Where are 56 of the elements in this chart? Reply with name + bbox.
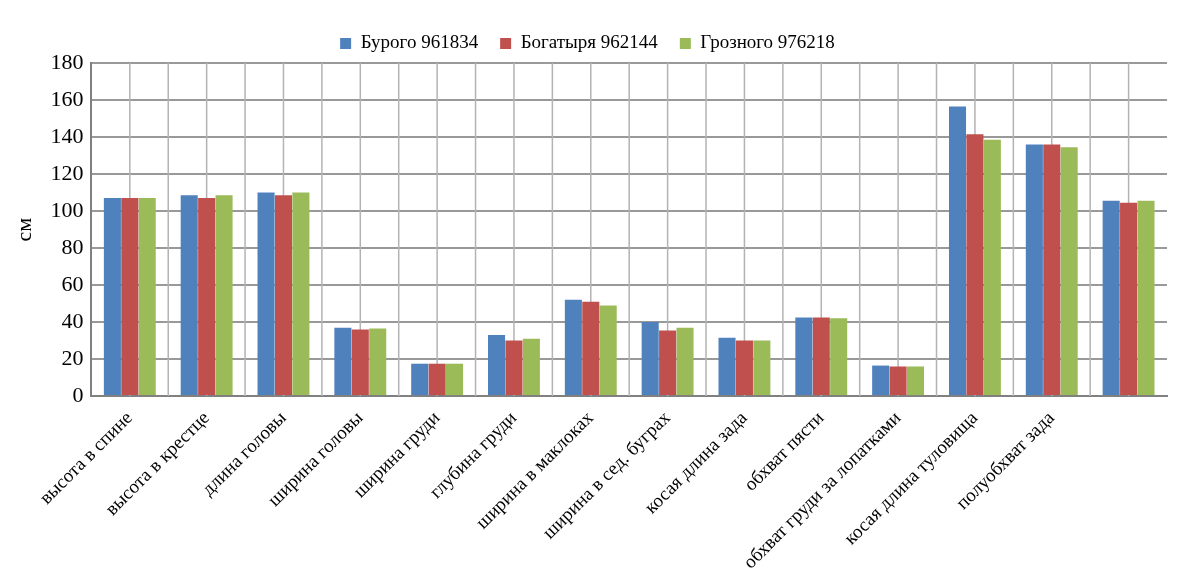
bar: [369, 328, 387, 396]
bar: [138, 198, 156, 396]
bar: [351, 329, 369, 396]
y-tick-label: 100: [50, 196, 84, 222]
bar: [659, 330, 677, 396]
bar: [1043, 144, 1061, 396]
y-tick-label: 180: [50, 48, 84, 74]
bar: [257, 192, 275, 396]
bar: [983, 139, 1001, 396]
y-tick-label: 60: [61, 270, 84, 296]
bar: [735, 340, 753, 396]
bar: [795, 317, 813, 396]
bar: [1060, 147, 1078, 396]
bar: [1025, 144, 1043, 396]
bar: [103, 198, 121, 396]
y-tick-label: 120: [50, 159, 84, 185]
bar: [488, 335, 506, 396]
legend-label: Бурого 961834: [360, 31, 479, 53]
bar: [1137, 200, 1155, 396]
bar: [948, 106, 967, 396]
bar: [812, 317, 830, 396]
bar: [582, 301, 600, 396]
y-tick-label: 160: [50, 85, 84, 111]
y-tick-label: 0: [72, 381, 84, 407]
bar: [522, 338, 540, 396]
bar: [505, 340, 523, 396]
bar: [215, 195, 233, 396]
bar: [966, 134, 984, 396]
bar: [718, 337, 736, 396]
bar: [564, 299, 582, 396]
y-tick-label: 40: [61, 307, 84, 333]
bar: [274, 195, 293, 396]
bar: [830, 318, 848, 396]
legend-label: Богатыря 962144: [520, 31, 659, 53]
bar: [753, 340, 771, 396]
legend-label: Грозного 976218: [700, 31, 835, 53]
bar: [1120, 202, 1138, 396]
bar: [641, 322, 659, 396]
bar: [676, 327, 694, 396]
bar: [446, 363, 464, 396]
y-axis-title: см: [10, 217, 36, 242]
bar: [334, 327, 352, 396]
bar: [198, 198, 216, 396]
y-tick-label: 80: [61, 233, 84, 259]
bar: [121, 198, 139, 396]
bar: [599, 305, 617, 396]
bar: [428, 363, 446, 396]
bar: [872, 365, 890, 396]
bar: [180, 195, 198, 396]
y-tick-label: 20: [61, 344, 84, 370]
bar: [1102, 200, 1120, 396]
bar: [411, 363, 429, 396]
bar: [906, 366, 925, 396]
bar: [889, 366, 907, 396]
y-tick-label: 140: [50, 122, 84, 148]
bar: [292, 192, 310, 396]
